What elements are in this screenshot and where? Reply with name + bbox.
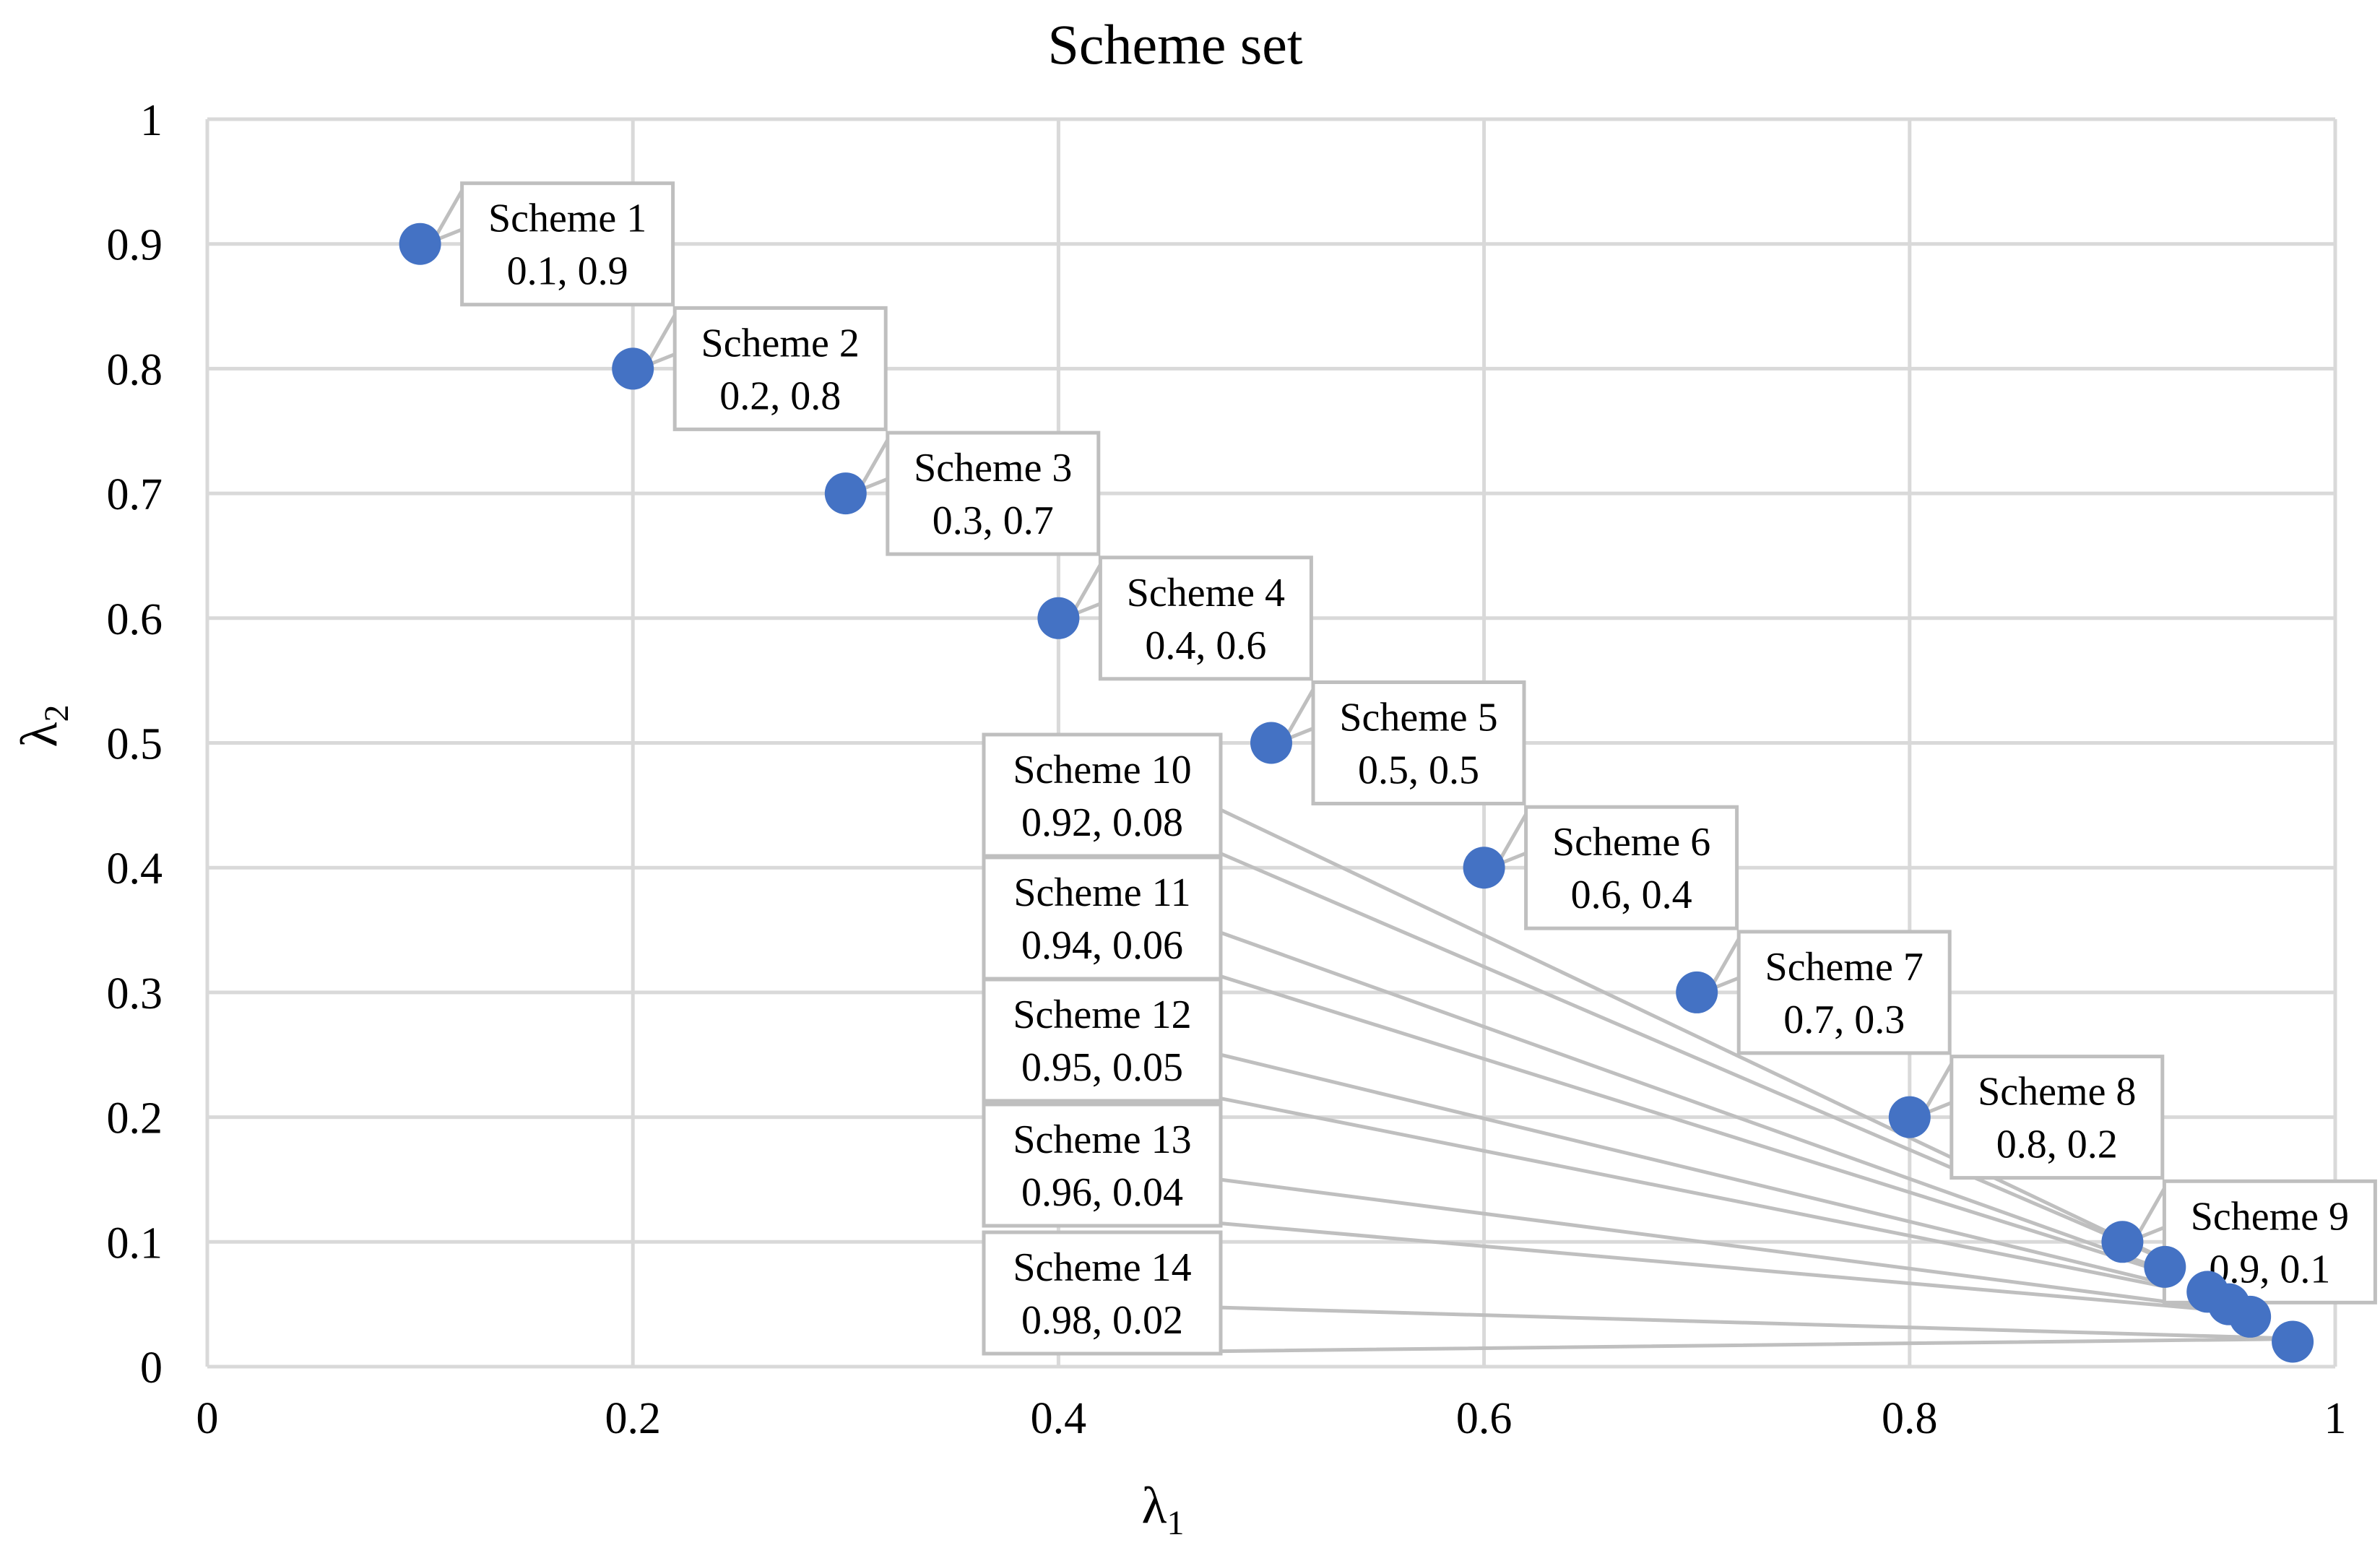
data-point-2 bbox=[612, 347, 654, 390]
y-tick-label-2: 0.2 bbox=[107, 1094, 163, 1143]
data-point-5 bbox=[1250, 722, 1292, 764]
data-points bbox=[399, 222, 2314, 1363]
y-tick-label-0: 0 bbox=[140, 1344, 163, 1393]
data-point-8 bbox=[1888, 1096, 1931, 1138]
label-box-11 bbox=[982, 855, 1223, 981]
data-label-value-14: 0.98, 0.02 bbox=[1021, 1298, 1183, 1343]
y-tick-label-4: 0.4 bbox=[107, 844, 163, 894]
x-axis-label: λ1 bbox=[1142, 1476, 1185, 1542]
data-label-name-7: Scheme 7 bbox=[1765, 945, 1924, 990]
data-label-name-5: Scheme 5 bbox=[1339, 696, 1497, 740]
label-box-14 bbox=[982, 1230, 1223, 1356]
data-label-value-8: 0.8, 0.2 bbox=[1996, 1122, 2118, 1167]
data-point-9 bbox=[2101, 1221, 2144, 1263]
label-box-2 bbox=[672, 306, 888, 431]
y-tick-label-6: 0.6 bbox=[107, 595, 163, 644]
data-label-value-10: 0.92, 0.08 bbox=[1021, 800, 1183, 845]
x-tick-label-2: 0.4 bbox=[1031, 1394, 1087, 1443]
data-label-value-7: 0.7, 0.3 bbox=[1783, 998, 1905, 1042]
data-point-10 bbox=[2144, 1245, 2186, 1288]
label-leader-14 bbox=[1220, 1305, 2303, 1354]
x-tick-label-4: 0.8 bbox=[1882, 1394, 1938, 1443]
data-label-name-3: Scheme 3 bbox=[914, 446, 1072, 490]
data-point-4 bbox=[1037, 597, 1080, 639]
data-label-value-11: 0.94, 0.06 bbox=[1021, 923, 1183, 968]
data-label-boxes: Scheme 1 0.1, 0.9 Scheme 2 0.2, 0.8 Scheme 3… bbox=[460, 181, 2377, 1356]
y-tick-label-1: 0.1 bbox=[107, 1219, 163, 1268]
x-tick-label-1: 0.2 bbox=[605, 1394, 661, 1443]
y-axis-label: λ2 bbox=[10, 705, 76, 748]
data-label-name-11: Scheme 11 bbox=[1013, 870, 1190, 915]
x-tick-label-5: 1 bbox=[2324, 1394, 2347, 1443]
data-label-value-4: 0.4, 0.6 bbox=[1145, 623, 1266, 668]
y-tick-label-3: 0.3 bbox=[107, 969, 163, 1018]
data-label-value-3: 0.3, 0.7 bbox=[932, 498, 1054, 543]
y-tick-label-9: 0.9 bbox=[107, 221, 163, 270]
x-tick-label-3: 0.6 bbox=[1456, 1394, 1513, 1443]
data-point-13 bbox=[2229, 1295, 2272, 1338]
data-point-14 bbox=[2272, 1320, 2314, 1363]
y-tick-label-10: 1 bbox=[140, 96, 163, 145]
data-label-value-1: 0.1, 0.9 bbox=[507, 249, 628, 294]
data-point-7 bbox=[1676, 971, 1718, 1013]
label-box-13 bbox=[982, 1102, 1223, 1228]
data-point-1 bbox=[399, 222, 441, 265]
data-point-6 bbox=[1463, 847, 1505, 889]
label-box-4 bbox=[1098, 555, 1313, 681]
data-label-value-6: 0.6, 0.4 bbox=[1571, 873, 1692, 917]
data-label-name-9: Scheme 9 bbox=[2191, 1194, 2349, 1239]
label-box-3 bbox=[886, 431, 1101, 556]
label-box-10 bbox=[982, 732, 1223, 858]
x-tick-label-0: 0 bbox=[196, 1394, 219, 1443]
data-label-name-4: Scheme 4 bbox=[1127, 571, 1285, 615]
data-label-value-13: 0.96, 0.04 bbox=[1021, 1170, 1183, 1215]
data-label-name-10: Scheme 10 bbox=[1013, 748, 1191, 792]
data-label-name-12: Scheme 12 bbox=[1013, 992, 1191, 1037]
label-box-7 bbox=[1736, 930, 1952, 1055]
data-label-value-12: 0.95, 0.05 bbox=[1021, 1045, 1183, 1090]
label-box-5 bbox=[1311, 680, 1526, 805]
data-label-name-6: Scheme 6 bbox=[1552, 820, 1710, 865]
data-label-value-5: 0.5, 0.5 bbox=[1358, 748, 1479, 793]
label-box-8 bbox=[1950, 1055, 2165, 1180]
data-label-name-1: Scheme 1 bbox=[488, 196, 646, 241]
label-box-1 bbox=[460, 181, 675, 307]
chart-title: Scheme set bbox=[1047, 13, 1302, 76]
data-label-name-8: Scheme 8 bbox=[1978, 1070, 2136, 1115]
label-box-12 bbox=[982, 977, 1223, 1103]
y-tick-label-5: 0.5 bbox=[107, 720, 163, 769]
data-label-name-13: Scheme 13 bbox=[1013, 1117, 1191, 1162]
data-label-value-2: 0.2, 0.8 bbox=[719, 373, 841, 418]
data-point-3 bbox=[824, 472, 867, 515]
tick-labels: 0 0.2 0.4 0.6 0.8 1 0 0.1 0.2 0.3 0.4 0.5 0.6 0.7 0.8 0… bbox=[107, 96, 2347, 1443]
y-tick-label-7: 0.7 bbox=[107, 470, 163, 519]
data-label-name-2: Scheme 2 bbox=[701, 321, 860, 365]
y-tick-label-8: 0.8 bbox=[107, 345, 163, 394]
data-label-name-14: Scheme 14 bbox=[1013, 1245, 1191, 1290]
label-box-6 bbox=[1524, 805, 1739, 930]
